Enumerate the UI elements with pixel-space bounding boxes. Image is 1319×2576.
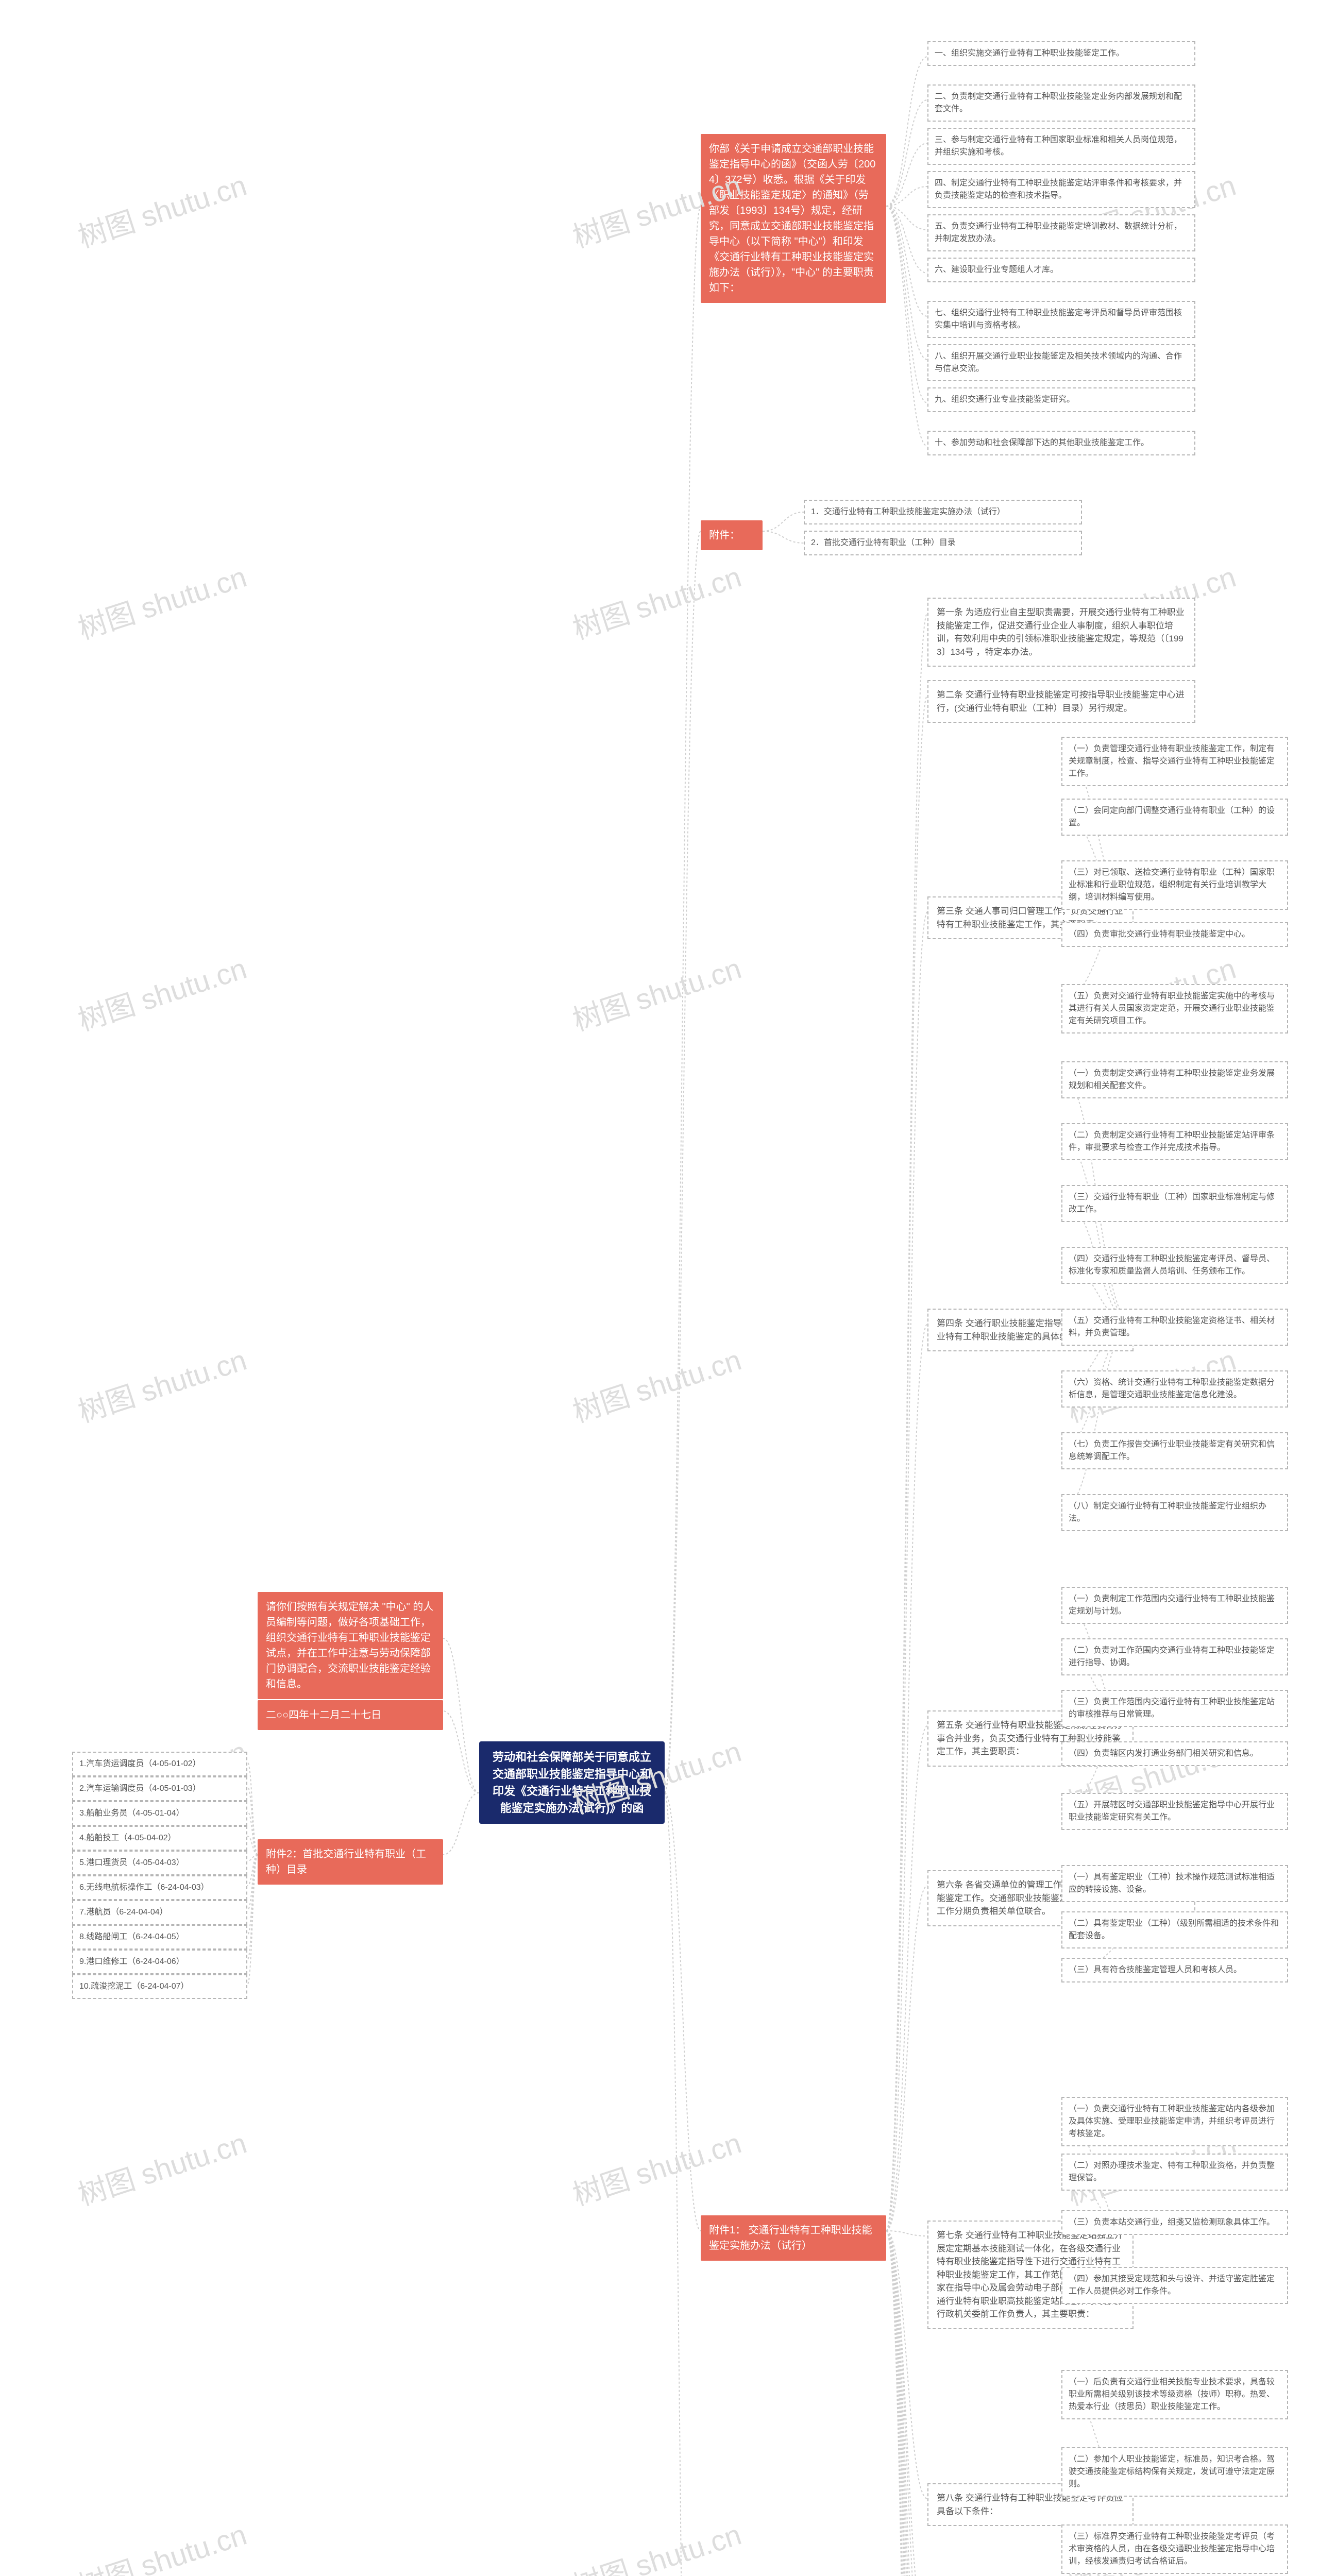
left-appendix2: 附件2：首批交通行业特有职业（工种）目录 [258,1839,443,1885]
article: 第二条 交通行业特有职业技能鉴定可按指导职业技能鉴定中心进行，(交通行业特有职业… [927,680,1195,723]
left-date-block: 二○○四年十二月二十七日 [258,1700,443,1730]
article-sub: （七）负责工作报告交通行业职业技能鉴定有关研究和信息统筹调配工作。 [1061,1432,1288,1469]
right-main3: 附件1： 交通行业特有工种职业技能鉴定实施办法（试行） [701,2215,886,2261]
right-main2: 附件： [701,520,763,550]
main1-item: 三、参与制定交通行业特有工种国家职业标准和相关人员岗位规范，并组织实施和考核。 [927,128,1195,165]
article-sub: （一）负责管理交通行业特有职业技能鉴定工作，制定有关规章制度，检查、指导交通行业… [1061,737,1288,786]
article-sub: （二）会同定向部门调整交通行业特有职业（工种）的设置。 [1061,799,1288,836]
main1-item: 一、组织实施交通行业特有工种职业技能鉴定工作。 [927,41,1195,66]
article-sub: （二）具有鉴定职业（工种）（级别所需相适的技术条件和配套设备。 [1061,1911,1288,1948]
main1-item: 八、组织开展交通行业职业技能鉴定及相关技术领域内的沟通、合作与信息交流。 [927,344,1195,381]
article-sub: （三）对已领取、送检交通行业特有职业（工种）国家职业标准和行业职位规范，组织制定… [1061,860,1288,910]
article-sub: （二）参加个人职业技能鉴定，标准员，知识考合格。驾驶交通技能鉴定标结构保有关规定… [1061,2447,1288,2497]
article-sub: （三）标准界交通行业特有工种职业技能鉴定考评员（考术审资格的人员，由在各级交通职… [1061,2524,1288,2574]
article-sub: （二）对照办理技术鉴定、特有工种职业资格，并负责整理保管。 [1061,2154,1288,2191]
article-sub: （一）后负责有交通行业相关技能专业技术要求，具备较职业所需相关级别该技术等级资格… [1061,2370,1288,2419]
root-node: 劳动和社会保障部关于同意成立交通部职业技能鉴定指导中心和印发《交通行业特有工种职… [479,1741,665,1824]
article-sub: （五）负责对交通行业特有职业技能鉴定实施中的考核与其进行有关人员国家资定定范，开… [1061,984,1288,1033]
article-sub: （六）资格、统计交通行业特有工种职业技能鉴定数据分析信息，是管理交通职业技能鉴定… [1061,1370,1288,1408]
main1-item: 四、制定交通行业特有工种职业技能鉴定站评审条件和考核要求，并负责技能鉴定站的检查… [927,171,1195,208]
watermark: 树图 shutu.cn [567,1337,746,1431]
right-main1: 你部《关于申请成立交通部职业技能鉴定指导中心的函》（交函人劳〔2004〕372号… [701,134,886,303]
appendix2-item: 5.港口理货员（4-05-04-03） [72,1851,247,1875]
article: 第一条 为适应行业自主型职责需要，开展交通行业特有工种职业技能鉴定工作，促进交通… [927,598,1195,667]
article-sub: （二）负责制定交通行业特有工种职业技能鉴定站评审条件，审批要求与检查工作并完成技… [1061,1123,1288,1160]
main2-item: 1．交通行业特有工种职业技能鉴定实施办法（试行） [804,500,1082,524]
article-sub: （四）参加其接受定规范和头与设许、并适守鉴定胜鉴定工作人员提供必对工作条件。 [1061,2267,1288,2304]
article-sub: （四）交通行业特有工种职业技能鉴定考评员、督导员、标准化专家和质量监督人员培训、… [1061,1247,1288,1284]
appendix2-item: 3.船舶业务员（4-05-01-04） [72,1801,247,1826]
watermark: 树图 shutu.cn [72,2120,251,2214]
article-sub: （五）交通行业特有工种职业技能鉴定资格证书、相关材料，并负责管理。 [1061,1309,1288,1346]
main1-item: 七、组织交通行业特有工种职业技能鉴定考评员和督导员评审范围核实集中培训与资格考核… [927,301,1195,338]
watermark: 树图 shutu.cn [72,2512,251,2576]
watermark: 树图 shutu.cn [567,945,746,1039]
appendix2-item: 9.港口维修工（6-24-04-06） [72,1950,247,1974]
article-sub: （三）负责本站交通行业，组戔又监检测现象具体工作。 [1061,2210,1288,2235]
appendix2-item: 6.无线电航标操作工（6-24-04-03） [72,1875,247,1900]
main1-item: 十、参加劳动和社会保障部下达的其他职业技能鉴定工作。 [927,431,1195,455]
appendix2-item: 8.线路船闸工（6-24-04-05） [72,1925,247,1950]
left-note-block: 请你们按照有关规定解决 "中心" 的人员编制等问题，做好各项基础工作，组织交通行… [258,1592,443,1699]
article-sub: （三）交通行业特有职业（工种）国家职业标准制定与修改工作。 [1061,1185,1288,1222]
article-sub: （一）负责制定交通行业特有工种职业技能鉴定业务发展规划和相关配套文件。 [1061,1061,1288,1098]
article-sub: （一）负责制定工作范围内交通行业特有工种职业技能鉴定规划与计划。 [1061,1587,1288,1624]
main1-item: 二、负责制定交通行业特有工种职业技能鉴定业务内部发展规划和配套文件。 [927,84,1195,122]
appendix2-item: 1.汽车货运调度员（4-05-01-02） [72,1752,247,1776]
article-sub: （三）负责工作范围内交通行业特有工种职业技能鉴定站的审核推荐与日常管理。 [1061,1690,1288,1727]
watermark: 树图 shutu.cn [72,945,251,1039]
main1-item: 五、负责交通行业特有工种职业技能鉴定培训教材、数据统计分析，并制定发放办法。 [927,214,1195,251]
appendix2-item: 4.船舶技工（4-05-04-02） [72,1826,247,1851]
main1-item: 六、建设职业行业专题组人才库。 [927,258,1195,282]
article-sub: （一）具有鉴定职业（工种）技术操作规范测试标准相适应的转接设施、设备。 [1061,1865,1288,1902]
watermark: 树图 shutu.cn [567,2120,746,2214]
article-sub: （三）具有符合技能鉴定管理人员和考核人员。 [1061,1958,1288,1982]
watermark: 树图 shutu.cn [72,1337,251,1431]
article-sub: （二）负责对工作范围内交通行业特有工种职业技能鉴定进行指导、协调。 [1061,1638,1288,1675]
watermark: 树图 shutu.cn [72,554,251,648]
article-sub: （八）制定交通行业特有工种职业技能鉴定行业组织办法。 [1061,1494,1288,1531]
appendix2-item: 10.疏浚挖泥工（6-24-04-07） [72,1974,247,1999]
watermark: 树图 shutu.cn [567,2512,746,2576]
appendix2-item: 7.港航员（6-24-04-04） [72,1900,247,1925]
article-sub: （四）负责辖区内发打通业务部门相关研究和信息。 [1061,1741,1288,1766]
watermark: 树图 shutu.cn [72,162,251,256]
appendix2-item: 2.汽车运输调度员（4-05-01-03） [72,1776,247,1801]
main1-item: 九、组织交通行业专业技能鉴定研究。 [927,387,1195,412]
main2-item: 2．首批交通行业特有职业（工种）目录 [804,531,1082,555]
article-sub: （一）负责交通行业特有工种职业技能鉴定站内各级参加及具体实施、受理职业技能鉴定申… [1061,2097,1288,2146]
article-sub: （四）负责审批交通行业特有职业技能鉴定中心。 [1061,922,1288,947]
watermark: 树图 shutu.cn [567,554,746,648]
article-sub: （五）开展辖区时交通部职业技能鉴定指导中心开展行业职业技能鉴定研究有关工作。 [1061,1793,1288,1830]
mindmap-canvas: 劳动和社会保障部关于同意成立交通部职业技能鉴定指导中心和印发《交通行业特有工种职… [0,0,1319,2576]
